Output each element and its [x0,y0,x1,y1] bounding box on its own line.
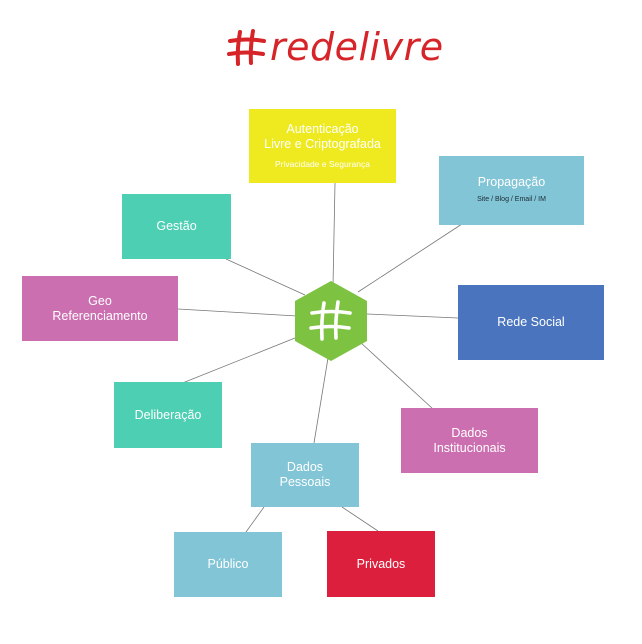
connector-geo [177,308,298,317]
connector-dados-pessoais [313,357,329,444]
connector-propagacao [357,223,463,293]
connector-rede-social [366,313,459,319]
node-autenticacao: Autenticação Livre e Criptografada Priva… [249,109,396,183]
connector-gestao [225,258,306,296]
logo-text: redelivre [270,25,444,69]
node-dados-institucionais-line2: Institucionais [433,440,506,455]
node-geo-line1: Geo [88,293,112,308]
hash-icon [227,29,266,66]
node-geo: Geo Referenciamento [22,276,178,341]
node-propagacao-line1: Propagação [477,175,546,189]
node-rede-social: Rede Social [458,285,604,360]
node-dados-pessoais-line2: Pessoais [279,475,331,489]
node-dados-pessoais-line1: Dados [286,460,324,474]
node-deliberacao: Deliberação [114,382,222,448]
node-propagacao-sub: Site / Blog / Email / IM [477,196,546,203]
hub-hexagon [295,281,367,361]
node-autenticacao-line2: Livre e Criptografada [264,137,381,151]
node-dados-institucionais-line1: Dados [451,425,488,440]
node-geo-line2: Referenciamento [52,308,148,323]
node-rede-social-line1: Rede Social [497,315,565,329]
node-deliberacao-line1: Deliberação [134,407,202,422]
connector-dados-institucionais [359,341,434,410]
connector-publico [245,506,265,533]
connector-autenticacao [332,182,336,287]
node-autenticacao-line1: Autenticação [286,122,359,136]
node-privados: Privados [327,531,435,597]
node-propagacao: Propagação Site / Blog / Email / IM [439,156,584,225]
node-autenticacao-sub: Privacidade e Segurança [275,159,370,169]
node-gestao: Gestão [122,194,231,259]
node-gestao-line1: Gestão [156,219,197,233]
connector-privados [341,506,379,532]
redelivre-logo: redelivre [226,20,446,74]
node-dados-pessoais: Dados Pessoais [251,443,359,507]
node-dados-institucionais: Dados Institucionais [401,408,538,473]
hash-icon [309,300,352,341]
central-hub [295,281,367,361]
connector-deliberacao [179,335,301,385]
node-privados-line1: Privados [356,556,406,571]
node-publico-line1: Público [207,557,249,571]
node-publico: Público [174,532,282,597]
